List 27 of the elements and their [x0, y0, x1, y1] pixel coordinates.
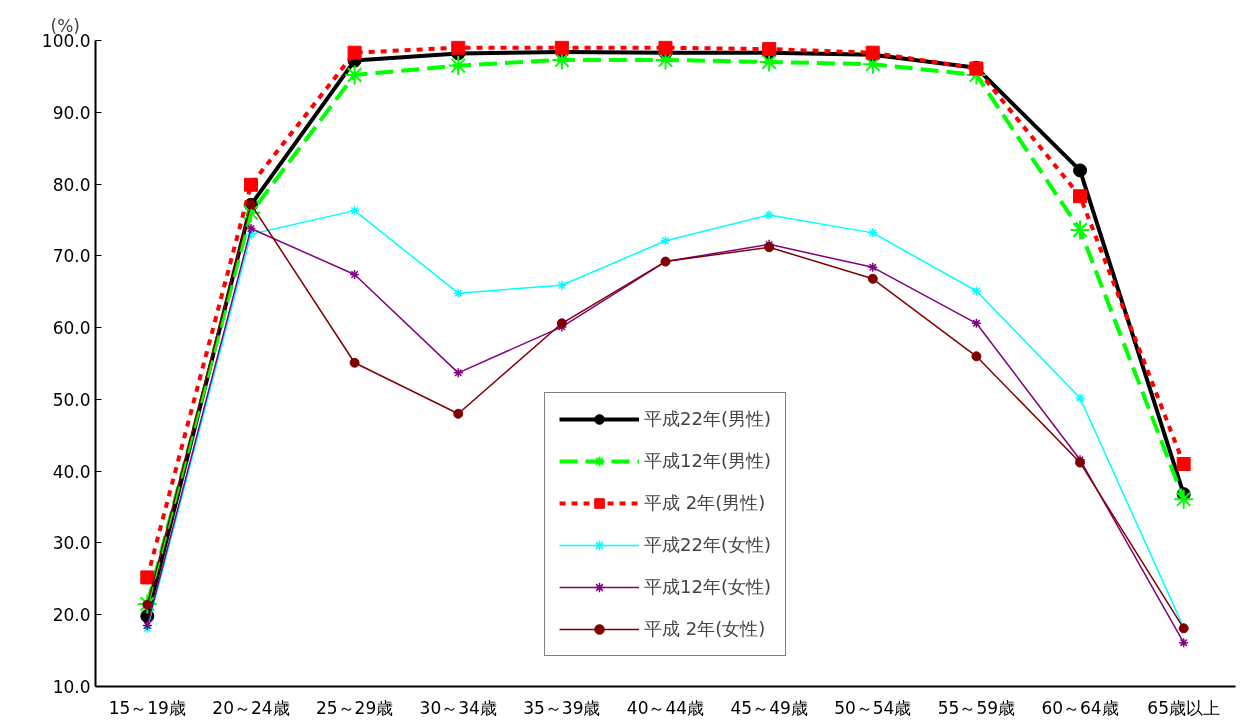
- legend-label: 平成12年(女性): [644, 575, 771, 599]
- legend-label: 平成 2年(男性): [644, 491, 766, 515]
- legend-label: 平成22年(男性): [644, 407, 771, 431]
- legend-label: 平成12年(男性): [644, 449, 771, 473]
- y-tick-label: 60.0: [52, 318, 91, 339]
- x-tick-label: 35～39歳: [523, 697, 601, 718]
- y-tick-label: 90.0: [52, 102, 91, 123]
- x-tick-label: 55～59歳: [937, 697, 1016, 718]
- y-tick-label: 70.0: [52, 246, 91, 267]
- legend-label: 平成 2年(女性): [644, 617, 766, 641]
- x-tick-label: 25～29歳: [315, 697, 394, 718]
- y-tick-label: 80.0: [52, 174, 91, 195]
- y-tick-label: 20.0: [52, 605, 91, 626]
- y-tick-label: 40.0: [52, 461, 91, 482]
- x-tick-label: 20～24歳: [212, 697, 290, 718]
- y-tick-label: 10.0: [52, 677, 91, 697]
- x-tick-label: 60～64歳: [1041, 697, 1119, 718]
- y-tick-label: 30.0: [52, 533, 91, 554]
- x-tick-label: 40～44歳: [626, 697, 705, 718]
- x-tick-label: 30～34歳: [419, 697, 497, 718]
- x-tick-label: 15～19歳: [108, 697, 186, 718]
- legend-label: 平成22年(女性): [644, 533, 771, 557]
- y-tick-label: 50.0: [52, 389, 91, 410]
- y-axis-title: (%): [50, 15, 80, 36]
- x-tick-label: 65歳以上: [1147, 697, 1221, 718]
- x-tick-label: 50～54歳: [834, 697, 912, 718]
- x-tick-label: 45～49歳: [730, 697, 808, 718]
